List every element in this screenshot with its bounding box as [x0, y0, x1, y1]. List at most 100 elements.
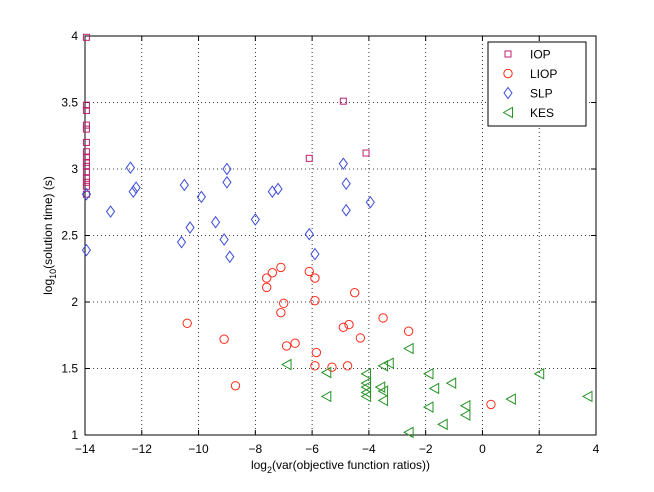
- iop-point: [82, 168, 90, 176]
- iop-point: [82, 125, 90, 133]
- slp-point: [250, 213, 260, 226]
- slp-point: [210, 215, 221, 229]
- kes-point: [581, 390, 593, 403]
- slp-point: [225, 250, 235, 264]
- x-tick-label: −8: [248, 442, 262, 456]
- series-iop: [82, 33, 370, 198]
- slp-point: [219, 233, 229, 246]
- y-axis-label: log10(solution time) (s): [41, 176, 58, 295]
- kes-point: [377, 385, 389, 397]
- kes-point: [422, 401, 434, 413]
- slp-point: [273, 182, 283, 196]
- legend-entries: IOP LIOP SLP KES: [502, 48, 557, 120]
- iop-point: [82, 33, 90, 41]
- liop-point: [338, 322, 349, 332]
- kes-point: [445, 377, 457, 389]
- iop-point: [305, 154, 313, 162]
- legend-marker-liop: [503, 68, 513, 79]
- liop-point: [327, 362, 337, 372]
- x-tick-label: −14: [75, 442, 96, 456]
- slp-point: [131, 181, 141, 194]
- kes-point: [422, 367, 434, 380]
- axis-ticks: −14 −12 −10 −8 −6 −4 −2 0 2 4 1 1.5 2 2.5 3 3.5 4: [61, 29, 599, 456]
- kes-point: [459, 409, 471, 421]
- kes-point: [320, 366, 332, 379]
- liop-point: [310, 295, 320, 306]
- liop-point: [290, 338, 300, 348]
- liop-point: [403, 326, 414, 336]
- kes-point: [505, 393, 516, 405]
- slp-point: [341, 203, 351, 217]
- slp-point: [185, 221, 195, 234]
- x-tick-label: −4: [362, 442, 376, 456]
- liop-point: [182, 318, 192, 328]
- slp-point: [304, 227, 314, 241]
- iop-point: [82, 106, 90, 114]
- liop-point: [342, 361, 353, 371]
- liop-point: [279, 298, 289, 309]
- kes-point: [428, 382, 440, 395]
- slp-point: [81, 243, 92, 257]
- x-tick-label: 0: [479, 442, 486, 456]
- series-liop: [182, 262, 496, 410]
- liop-point: [261, 273, 272, 283]
- x-axis-label: log2(var(objective function ratios)): [251, 458, 430, 475]
- liop-point: [310, 361, 320, 371]
- kes-point: [403, 342, 414, 355]
- x-tick-label: −10: [188, 442, 209, 456]
- slp-point: [176, 235, 187, 249]
- series-slp: [81, 157, 375, 264]
- liop-point: [281, 341, 292, 351]
- iop-point: [82, 174, 90, 182]
- slp-point: [222, 162, 232, 176]
- iop-point: [339, 97, 347, 105]
- slp-point: [81, 187, 92, 201]
- slp-point: [179, 178, 189, 192]
- data-points: [81, 33, 593, 439]
- series-kes: [281, 342, 593, 439]
- slp-point: [341, 177, 351, 190]
- y-tick-label: 2.5: [61, 229, 78, 243]
- legend-label-iop: IOP: [530, 48, 551, 62]
- x-tick-label: 2: [536, 442, 543, 456]
- legend: IOP LIOP SLP KES: [487, 41, 587, 127]
- liop-point: [378, 313, 388, 323]
- liop-point: [310, 273, 320, 283]
- liop-point: [276, 262, 286, 273]
- liop-point: [349, 287, 360, 298]
- kes-point: [459, 399, 471, 412]
- slp-point: [338, 157, 348, 171]
- y-tick-label: 1.5: [61, 362, 78, 376]
- legend-marker-iop: [504, 50, 512, 58]
- iop-point: [82, 158, 90, 166]
- liop-point: [344, 319, 354, 330]
- iop-point: [82, 121, 90, 129]
- kes-point: [437, 418, 448, 431]
- legend-label-slp: SLP: [530, 87, 553, 101]
- slp-point: [222, 175, 232, 189]
- kes-point: [403, 426, 414, 439]
- liop-point: [267, 268, 278, 278]
- liop-point: [276, 307, 286, 318]
- x-tick-label: −12: [132, 442, 153, 456]
- iop-point: [82, 153, 90, 161]
- kes-point: [383, 357, 394, 370]
- legend-marker-kes: [502, 106, 513, 119]
- iop-point: [82, 178, 90, 186]
- legend-label-kes: KES: [530, 106, 554, 120]
- liop-point: [219, 334, 229, 344]
- slp-point: [196, 190, 207, 204]
- x-tick-label: −2: [419, 442, 433, 456]
- slp-point: [105, 205, 116, 218]
- x-tick-label: 4: [593, 442, 600, 456]
- kes-point: [360, 367, 372, 380]
- kes-point: [377, 359, 389, 372]
- y-tick-label: 4: [71, 29, 78, 43]
- legend-marker-slp: [503, 86, 513, 100]
- liop-point: [304, 266, 314, 277]
- slp-point: [310, 247, 320, 261]
- y-tick-label: 1: [71, 428, 78, 442]
- kes-point: [360, 390, 372, 403]
- iop-point: [82, 101, 90, 109]
